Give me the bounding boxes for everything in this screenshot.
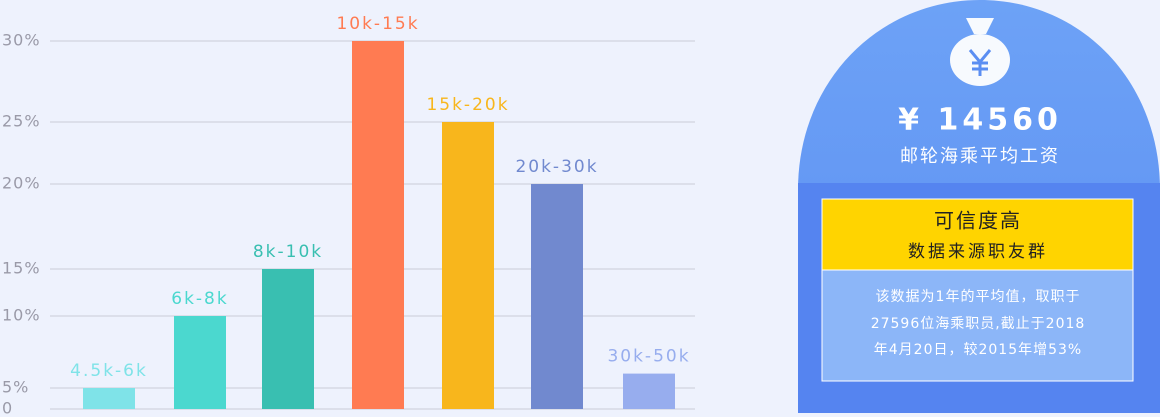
y-tick-label: 5% <box>2 378 29 397</box>
bar <box>352 41 404 409</box>
badge-subtitle: 数据来源职友群 <box>908 242 1048 262</box>
y-tick-label: 20% <box>2 174 41 193</box>
category-label: 30k-50k <box>607 347 690 367</box>
note-box <box>821 269 1134 382</box>
category-label: 4.5k-6k <box>70 361 148 381</box>
category-label: 10k-15k <box>336 14 419 34</box>
y-tick-label: 10% <box>2 306 41 325</box>
amount: ¥ 14560 <box>898 103 1062 138</box>
y-tick-label: 15% <box>2 259 41 278</box>
badge-box <box>821 198 1134 271</box>
bar <box>623 373 675 409</box>
category-label: 15k-20k <box>426 95 509 115</box>
bar <box>442 122 494 409</box>
bar <box>531 184 583 409</box>
badge-title: 可信度高 <box>934 209 1022 233</box>
note-line: 年4月20日，较2015年增53% <box>874 342 1082 358</box>
bar <box>83 388 135 409</box>
category-label: 8k-10k <box>253 242 323 262</box>
note-line: 该数据为1年的平均值，取职于 <box>876 289 1081 305</box>
salary-panel: ¥ 14560 邮轮海乘平均工资 可信度高 数据来源职友群 该数据为1年的平均值… <box>798 0 1160 413</box>
y-tick-label: 0 <box>2 399 13 417</box>
y-tick-label: 30% <box>2 31 41 50</box>
bar <box>262 269 314 409</box>
note-line: 27596位海乘职员,截止于2018 <box>871 316 1086 332</box>
category-label: 20k-30k <box>515 157 598 177</box>
bar <box>174 316 226 409</box>
chart: 0 5% 10% 15% 20% 25% 30% 4.5k-6k 6k-8k 8k-10k 10k-… <box>2 14 695 417</box>
category-label: 6k-8k <box>171 289 228 309</box>
money-bag-icon <box>950 18 1010 86</box>
amount-label: 邮轮海乘平均工资 <box>900 146 1060 167</box>
y-tick-label: 25% <box>2 112 41 131</box>
